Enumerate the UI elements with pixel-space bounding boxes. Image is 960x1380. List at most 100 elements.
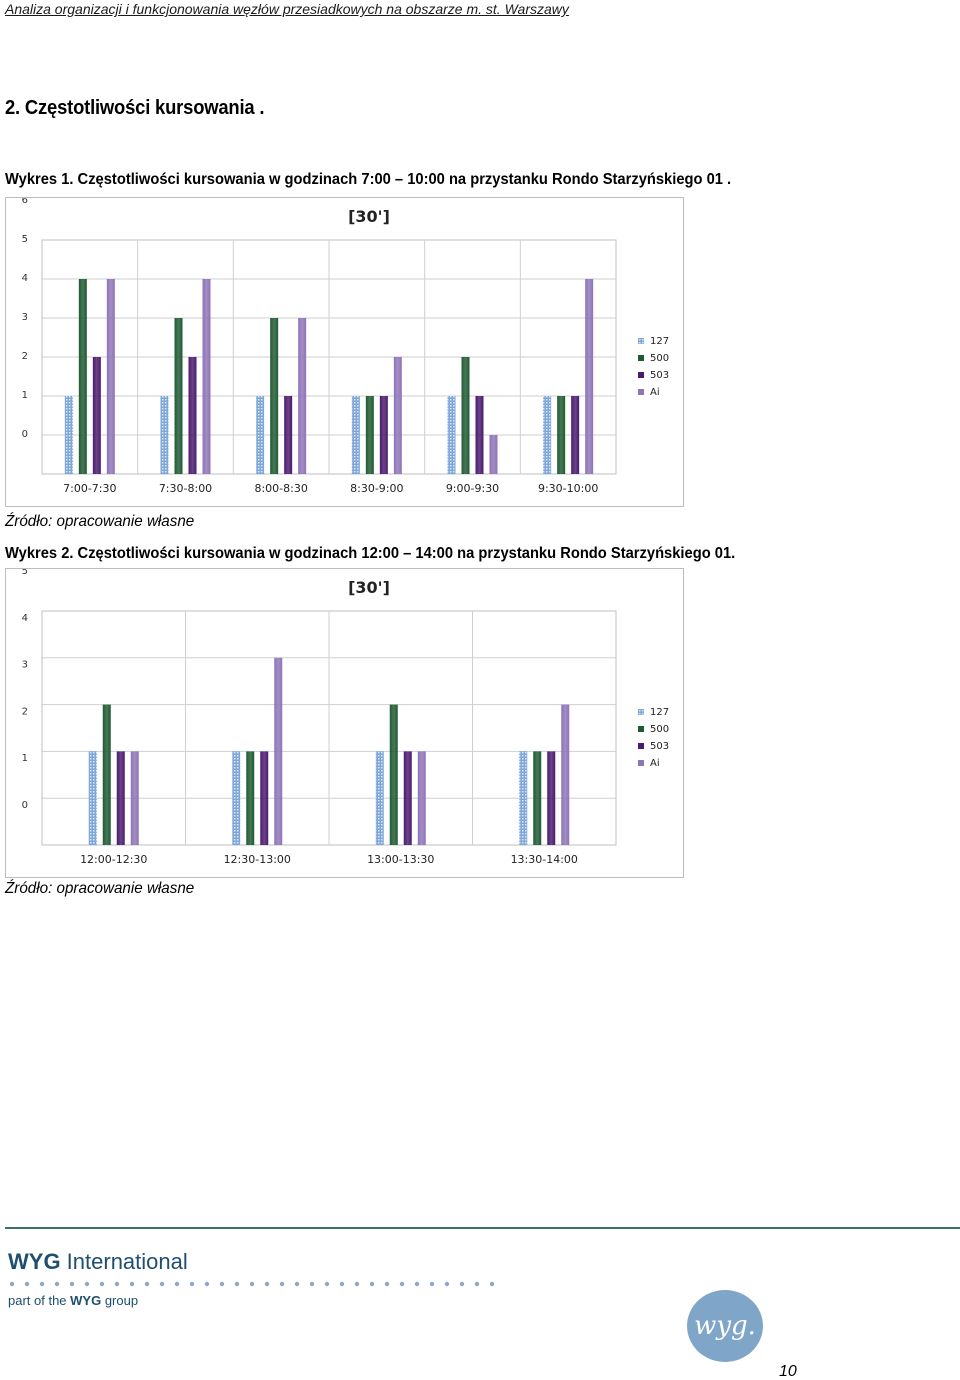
footer-dot [234,1281,240,1287]
footer-dot [159,1281,165,1287]
bar-503-12:30-13:00 [260,751,269,845]
bar-Ai-13:00-13:30 [417,751,426,845]
footer-dot [54,1281,60,1287]
x-tick-label: 9:30-10:00 [538,482,598,495]
footer-dot [429,1281,435,1287]
bar-Ai-8:00-8:30 [298,318,307,474]
footer-dot [444,1281,450,1287]
y-tick-label: 1 [22,390,28,401]
y-tick-label: 2 [22,706,28,717]
bar-503-8:00-8:30 [284,396,293,474]
bar-Ai-12:30-13:00 [274,657,283,845]
footer-dot [309,1281,315,1287]
y-tick-label: 5 [22,234,28,245]
bar-127-12:00-12:30 [88,751,97,845]
wyg-logo: wyg. [687,1290,763,1362]
running-header: Analiza organizacji i funkcjonowania węz… [5,1,569,17]
bar-500-13:00-13:30 [389,704,398,845]
legend-swatch-127 [638,709,644,715]
footer-dot [399,1281,405,1287]
y-tick-label: 6 [22,198,28,206]
brand-tagline: part of the WYG group [8,1293,138,1308]
wyg-logo-mark: wyg. [694,1311,756,1341]
bar-503-9:00-9:30 [475,396,484,474]
chart-title: [30'] [348,578,390,597]
bar-503-8:30-9:00 [379,396,388,474]
bar-500-13:30-14:00 [533,751,542,845]
footer-dot [69,1281,75,1287]
footer-dot [459,1281,465,1287]
x-tick-label: 8:00-8:30 [254,482,307,495]
bar-500-12:00-12:30 [102,704,111,845]
footer-dot [204,1281,210,1287]
bar-Ai-9:30-10:00 [585,279,594,474]
tagline-prefix: part of the [8,1293,71,1308]
footer-dot [354,1281,360,1287]
footer-dot [489,1281,495,1287]
bar-500-8:30-9:00 [365,396,374,474]
bar-Ai-9:00-9:30 [489,435,498,474]
x-tick-label: 13:30-14:00 [511,853,578,866]
footer-dot [114,1281,120,1287]
footer-dot [99,1281,105,1287]
legend-label-Ai: Ai [650,758,660,769]
legend-label-500: 500 [650,724,669,735]
footer-dot [24,1281,30,1287]
x-tick-label: 8:30-9:00 [350,482,403,495]
legend-label-500: 500 [650,353,669,364]
y-tick-label: 0 [22,429,28,440]
legend-swatch-500 [638,726,644,732]
footer-dot [219,1281,225,1287]
bar-500-7:30-8:00 [174,318,183,474]
x-tick-label: 12:30-13:00 [224,853,291,866]
brand-name: WYG International [8,1249,188,1275]
legend-swatch-Ai [638,389,644,395]
y-tick-label: 4 [22,613,28,624]
x-tick-label: 7:00-7:30 [63,482,116,495]
bar-Ai-13:30-14:00 [561,704,570,845]
bar-500-8:00-8:30 [270,318,279,474]
x-tick-label: 9:00-9:30 [446,482,499,495]
footer-dot [369,1281,375,1287]
legend-label-503: 503 [650,741,669,752]
footer-dot [384,1281,390,1287]
section-heading: 2. Częstotliwości kursowania . [5,97,265,119]
footer-dot [144,1281,150,1287]
bar-Ai-12:00-12:30 [130,751,139,845]
footer-dot [9,1281,15,1287]
bar-Ai-7:00-7:30 [106,279,115,474]
bar-127-9:30-10:00 [543,396,552,474]
tagline-suffix: group [101,1293,139,1308]
footer-dot [39,1281,45,1287]
legend-swatch-503 [638,743,644,749]
bar-503-7:00-7:30 [92,357,101,474]
chart-1: [30'] 0 1 2 3 4 5 6 7:00-7:30 7:30-8:00 8:00-8:30 8… [5,197,684,507]
chart-title: [30'] [348,207,390,226]
logo-text: wyg. [694,1311,756,1341]
bar-500-9:00-9:30 [461,357,470,474]
footer-dot [129,1281,135,1287]
footer-rule [5,1227,960,1229]
x-tick-label: 13:00-13:30 [367,853,434,866]
bar-127-7:30-8:00 [160,396,169,474]
footer-dot [174,1281,180,1287]
bar-503-13:30-14:00 [547,751,556,845]
footer-dot [249,1281,255,1287]
brand-name-light: International [60,1249,188,1274]
figure-1-caption: Wykres 1. Częstotliwości kursowania w go… [5,171,732,188]
page-number: 10 [779,1363,797,1380]
x-tick-label: 7:30-8:00 [159,482,212,495]
figure-2-caption: Wykres 2. Częstotliwości kursowania w go… [5,545,736,562]
bar-503-9:30-10:00 [571,396,580,474]
bar-127-13:30-14:00 [519,751,528,845]
chart-2-svg: [30'] 0 1 2 3 4 5 12:00-12:30 12:30-13:00 13:00-1… [22,569,669,866]
bar-127-9:00-9:30 [447,396,456,474]
bar-127-12:30-13:00 [232,751,241,845]
footer-dot [189,1281,195,1287]
legend-swatch-503 [638,372,644,378]
figure-1-source: Źródło: opracowanie własne [5,513,195,530]
legend-label-Ai: Ai [650,387,660,398]
bar-127-7:00-7:30 [64,396,73,474]
chart-2: [30'] 0 1 2 3 4 5 12:00-12:30 12:30-13:00 13:00-1… [5,568,684,878]
tagline-bold: WYG [70,1293,102,1308]
